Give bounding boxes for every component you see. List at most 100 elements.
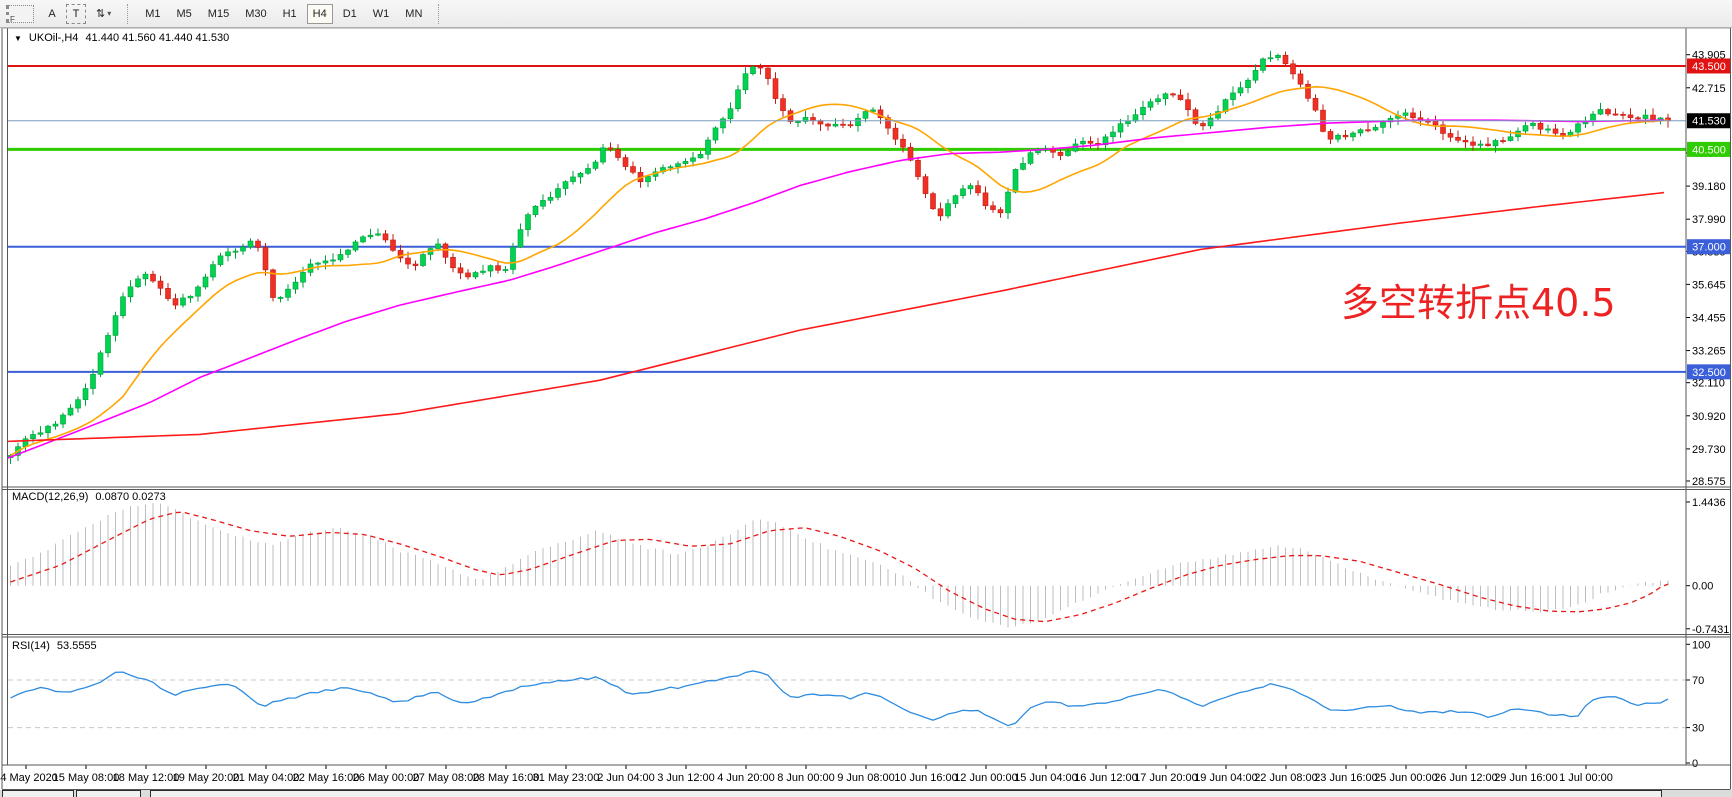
candle-body [97, 352, 104, 375]
candle-body [780, 98, 786, 111]
candle-body [127, 286, 134, 298]
candle-body [765, 67, 771, 79]
candle-body [622, 157, 629, 167]
candle-body [990, 205, 996, 210]
macd-axis-label: 0.00 [1692, 581, 1713, 593]
candle-body [52, 423, 59, 427]
candle-body [1545, 128, 1551, 131]
candle-body [150, 273, 156, 282]
timeframe-h1-button[interactable]: H1 [277, 4, 303, 24]
taskbar-button[interactable] [2, 790, 74, 797]
taskbar-strip [0, 790, 1732, 797]
candle-body [690, 157, 696, 162]
candle-body [945, 203, 951, 217]
candle-body [360, 236, 366, 243]
candle-body [1110, 131, 1116, 138]
candle-body [1102, 136, 1109, 146]
candle-body [1552, 128, 1559, 134]
candle-body [1020, 163, 1026, 170]
candle-body [907, 146, 914, 161]
candle-body [45, 425, 51, 434]
candle-body [1335, 134, 1341, 140]
candle-body [1125, 120, 1131, 124]
date-axis-label: 16 Jun 12:00 [1074, 772, 1138, 784]
date-axis-label: 1 Jul 00:00 [1559, 772, 1613, 784]
slow-ma-line [7, 191, 1665, 443]
candle-body [1230, 92, 1236, 100]
candle-body [262, 247, 269, 271]
symbol-dropdown-icon[interactable]: ▼ [14, 33, 22, 43]
taskbar-button[interactable] [150, 790, 1662, 797]
candle-body [210, 264, 216, 278]
candle-body [330, 259, 336, 262]
candle-body [1132, 114, 1139, 122]
candle-body [1312, 98, 1319, 111]
date-axis-label: 28 May 16:00 [473, 772, 540, 784]
toolbar-handle-icon[interactable]: F [6, 4, 34, 24]
timeframe-h4-button[interactable]: H4 [306, 3, 333, 24]
timeframe-m1-button[interactable]: M1 [139, 4, 166, 24]
candle-body [202, 276, 209, 288]
timeframe-d1-button[interactable]: D1 [337, 4, 363, 24]
ohlc-values: 41.440 41.560 41.440 41.530 [85, 32, 230, 44]
candle-body [285, 288, 291, 298]
candle-body [1275, 55, 1281, 58]
candle-body [720, 118, 726, 129]
rsi-axis-label: 30 [1692, 723, 1704, 735]
candle-body [1402, 112, 1409, 116]
candle-body [1245, 79, 1251, 88]
candle-body [1597, 109, 1604, 115]
candle-body [1177, 94, 1184, 100]
candle-body [697, 154, 704, 159]
candle-body [705, 139, 711, 155]
candle-body [1447, 133, 1454, 138]
timeframe-mn-button[interactable]: MN [399, 4, 428, 24]
annotate-tool-button[interactable]: A [42, 4, 62, 24]
timeframe-w1-button[interactable]: W1 [367, 4, 396, 24]
candle-body [82, 388, 89, 400]
candle-body [877, 109, 884, 118]
candle-body [1342, 134, 1349, 138]
candle-body [480, 270, 486, 273]
candle-body [840, 123, 846, 126]
candle-body [810, 117, 816, 121]
date-axis-label: 14 May 2020 [0, 772, 58, 784]
candle-body [1635, 117, 1641, 120]
candle-body [847, 124, 854, 127]
date-axis-label: 4 Jun 20:00 [717, 772, 775, 784]
candle-body [1612, 113, 1619, 116]
price-axis-label: 42.715 [1692, 83, 1726, 95]
candle-body [472, 272, 479, 278]
level-badge [1687, 58, 1731, 74]
date-axis-label: 15 May 08:00 [53, 772, 120, 784]
candle-body [1117, 123, 1124, 133]
candle-body [1327, 131, 1334, 140]
date-axis-label: 23 Jun 16:00 [1314, 772, 1378, 784]
candle-body [1380, 121, 1386, 128]
candle-body [727, 108, 734, 120]
candle-body [1530, 122, 1536, 126]
timeframe-m5-button[interactable]: M5 [171, 4, 198, 24]
cycle-tool-button[interactable]: ⇅ ▾ [90, 4, 117, 24]
candle-body [592, 161, 599, 169]
candle-body [1477, 143, 1484, 146]
candle-body [712, 127, 719, 141]
date-axis-label: 29 Jun 16:00 [1494, 772, 1558, 784]
candle-body [1357, 129, 1364, 134]
taskbar-button[interactable] [76, 790, 141, 797]
timeframe-m15-button[interactable]: M15 [202, 4, 235, 24]
candle-body [367, 234, 374, 238]
candle-body [1005, 191, 1011, 214]
text-tool-button[interactable]: T [66, 3, 86, 24]
candle-body [1492, 140, 1499, 147]
chart-annotation-text[interactable]: 多空转折点40.5 [1341, 281, 1616, 325]
candle-body [795, 121, 801, 123]
candle-body [112, 315, 119, 336]
candle-body [870, 109, 876, 112]
candle-body [502, 269, 509, 271]
timeframe-m30-button[interactable]: M30 [239, 4, 272, 24]
macd-values: 0.0870 0.0273 [95, 491, 166, 503]
candle-body [225, 251, 231, 257]
date-axis-label: 18 May 12:00 [113, 772, 180, 784]
